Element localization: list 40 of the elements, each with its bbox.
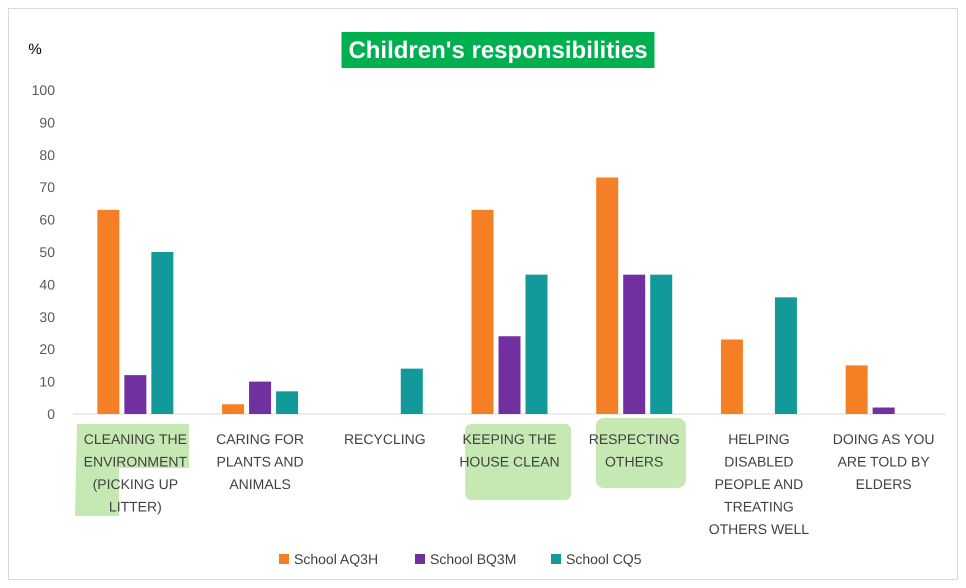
x-tick-label: RESPECTING OTHERS: [588, 431, 680, 470]
bar: [498, 336, 520, 414]
y-tick-label: 50: [39, 244, 56, 260]
bar: [526, 274, 548, 414]
bar: [276, 391, 298, 414]
y-tick-label: 60: [39, 212, 56, 228]
legend-label: School CQ5: [566, 551, 642, 567]
x-tick-label: KEEPING THE HOUSE CLEAN: [459, 431, 560, 470]
y-tick-label: 40: [39, 276, 56, 292]
bar: [650, 274, 672, 414]
y-tick-label: 100: [32, 82, 56, 98]
y-tick-label: 90: [39, 114, 56, 130]
x-tick-label: CARING FOR PLANTS AND ANIMALS: [216, 431, 304, 492]
bar: [720, 339, 743, 414]
bar: [623, 274, 646, 414]
bar: [596, 177, 618, 414]
bar: [400, 368, 423, 414]
bar: [846, 365, 868, 414]
y-tick-label: 10: [39, 374, 56, 390]
x-tick-label: RECYCLING: [344, 431, 426, 447]
y-tick-label: 70: [39, 179, 56, 196]
bar: [97, 210, 120, 414]
bar: [774, 297, 797, 414]
chart-title: Children's responsibilities: [348, 37, 648, 64]
bar: [872, 408, 895, 414]
bar: [222, 404, 244, 414]
x-tick-label: HELPING DISABLED PEOPLE AND TREATING OTHERS WELL: [708, 431, 810, 537]
legend-label: School AQ3H: [294, 551, 378, 567]
y-axis-title: %: [28, 41, 42, 58]
y-tick-label: 20: [39, 341, 56, 358]
bar: [124, 375, 146, 414]
x-tick-label: CLEANING THE ENVIRONMENT (PICKING UP LITTER): [84, 431, 188, 514]
bar: [249, 382, 272, 414]
y-tick-label: 80: [39, 146, 56, 163]
bar: [151, 252, 174, 414]
x-tick-label: DOING AS YOU ARE TOLD BY ELDERS: [832, 431, 934, 492]
y-tick-label: 0: [47, 406, 56, 422]
bar: [472, 210, 494, 414]
legend-label: School BQ3M: [430, 551, 516, 567]
y-tick-label: 30: [39, 308, 56, 325]
